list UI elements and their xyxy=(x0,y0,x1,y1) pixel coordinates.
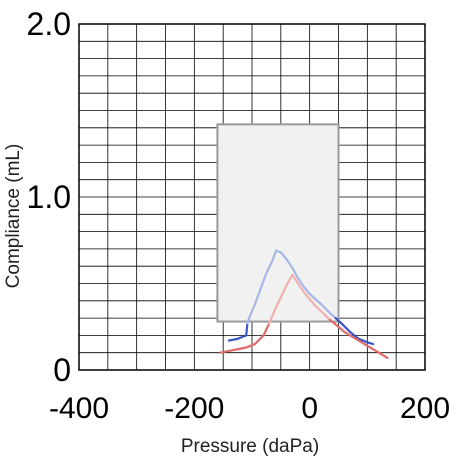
blue-series-segment xyxy=(253,287,262,306)
red-series-segment xyxy=(253,334,265,346)
red-series-segment xyxy=(337,325,346,334)
red-series-segment xyxy=(262,322,271,337)
y-tick-label: 0 xyxy=(53,352,71,388)
red-series-segment xyxy=(227,348,239,353)
red-series-segment xyxy=(219,349,231,354)
x-tick-label: 200 xyxy=(400,392,450,425)
red-series-segment xyxy=(291,273,300,285)
blue-series-segment xyxy=(366,341,375,346)
red-series-segment xyxy=(245,342,256,349)
blue-series-segment xyxy=(334,317,343,325)
y-axis-label: Compliance (mL) xyxy=(3,144,24,289)
y-tick-label: 2.0 xyxy=(27,6,71,42)
y-tick-label: 1.0 xyxy=(27,179,71,215)
red-series-segment xyxy=(302,291,311,301)
blue-series-segment xyxy=(236,334,248,340)
blue-series-segment xyxy=(291,266,300,280)
blue-series-segment xyxy=(265,259,274,275)
red-series-segment xyxy=(297,282,305,294)
red-series-segment xyxy=(314,304,323,313)
blue-series-segment xyxy=(297,277,305,289)
red-series-segment xyxy=(273,296,282,311)
red-series-segment xyxy=(366,344,380,354)
red-series-segment xyxy=(279,284,288,299)
blue-series-segment xyxy=(259,272,268,290)
x-tick-label: 0 xyxy=(301,392,318,425)
blue-series-segment xyxy=(340,322,352,334)
x-axis-label: Pressure (daPa) xyxy=(181,436,319,457)
red-series-segment xyxy=(268,308,277,325)
red-series-segment xyxy=(377,351,389,359)
x-tick-label: -400 xyxy=(49,392,109,425)
blue-series-segment xyxy=(348,330,360,340)
blue-series-segment xyxy=(285,258,294,270)
blue-series-segment xyxy=(314,297,323,306)
normal-region-box xyxy=(216,123,340,323)
blue-series-segment xyxy=(248,303,256,320)
blue-series-segment xyxy=(227,337,239,342)
red-series-segment xyxy=(320,310,331,321)
red-series-segment xyxy=(354,337,369,347)
red-series-segment xyxy=(285,273,294,287)
blue-series-segment xyxy=(302,285,311,295)
red-series-segment xyxy=(343,330,357,340)
x-tick-label: -200 xyxy=(164,392,224,425)
blue-series-segment xyxy=(271,249,278,263)
blue-series-segment xyxy=(320,303,331,315)
blue-series-segment xyxy=(308,292,317,301)
plot-frame xyxy=(78,23,426,371)
red-series-segment xyxy=(328,318,340,328)
red-series-segment xyxy=(308,297,317,308)
blue-series-segment xyxy=(357,337,369,344)
blue-series-segment xyxy=(279,251,288,261)
blue-series-segment xyxy=(245,322,249,337)
tick-labels: -400 -200 0 200 0 1.0 2.0 xyxy=(27,6,451,425)
blue-series-segment xyxy=(328,311,337,320)
red-series-segment xyxy=(236,346,248,351)
series-layer xyxy=(219,249,389,359)
